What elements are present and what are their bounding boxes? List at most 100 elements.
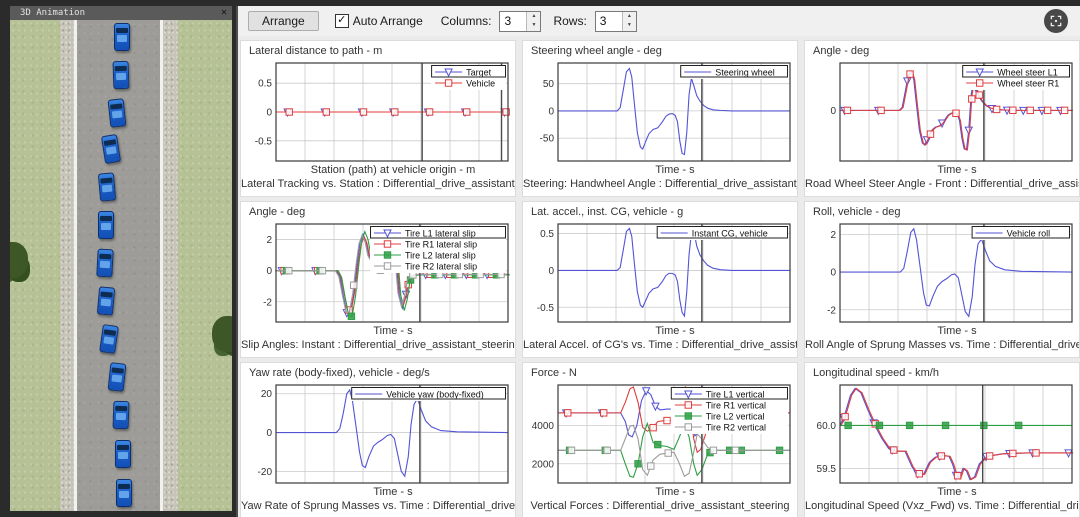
- plot-panel[interactable]: Longitudinal speed - km/h 60.0 59.5 Time …: [804, 362, 1080, 517]
- plot-grid: Lateral distance to path - m 0.5 0 -0.5 Tar…: [238, 36, 1080, 517]
- legend-label: Tire L1 lateral slip: [405, 228, 476, 238]
- square-marker: [941, 421, 950, 430]
- columns-stepper[interactable]: 3 ▲ ▼: [499, 10, 542, 32]
- plot-panel[interactable]: Yaw rate (body-fixed), vehicle - deg/s 2…: [240, 362, 516, 517]
- plots-window: Arrange ✓ Auto Arrange Columns: 3 ▲ ▼ Ro…: [236, 6, 1080, 517]
- plot-panel[interactable]: Lat. accel., inst. CG, vehicle - g 0.5 0 -…: [522, 201, 798, 358]
- legend-marker: [383, 240, 392, 248]
- square-marker: [926, 130, 935, 138]
- legend-selection-box: [971, 226, 1071, 239]
- checkbox-check-icon[interactable]: ✓: [334, 14, 349, 28]
- plot-border: [839, 62, 1073, 162]
- triangle-marker: [651, 402, 660, 412]
- plot-title: Roll, vehicle - deg: [813, 206, 901, 218]
- plot-xlabel: Time - s: [655, 164, 695, 176]
- plot-canvas: 60.0 59.5: [817, 384, 1074, 484]
- shoulder-left: [60, 20, 74, 511]
- triangle-marker: [902, 77, 912, 86]
- plot-xlabel: Time - s: [655, 325, 695, 337]
- legend-selection-box: [680, 65, 788, 78]
- square-marker: [567, 446, 576, 455]
- plot-caption: Steering: Handwheel Angle : Differential…: [523, 178, 797, 190]
- square-marker: [841, 412, 849, 421]
- legend-label: Tire R1 lateral slip: [405, 239, 477, 249]
- plot-panel[interactable]: Angle - deg 0 Wheel steer L1 Wheel steer R…: [804, 40, 1080, 197]
- vehicle-car: [112, 60, 130, 90]
- square-marker: [564, 409, 572, 417]
- columns-value[interactable]: 3: [504, 13, 512, 28]
- square-marker: [425, 108, 434, 116]
- ytick-label: 0: [266, 428, 272, 439]
- ytick-label: 0: [266, 266, 272, 277]
- vehicle-car: [115, 440, 131, 468]
- plot-title: Force - N: [531, 367, 577, 379]
- square-marker: [877, 106, 885, 115]
- plot-caption: Lateral Tracking vs. Station : Different…: [241, 178, 515, 190]
- plot-panel[interactable]: Angle - deg 2 0 -2 Tire L1 lateral slip Tire…: [240, 201, 516, 358]
- close-icon[interactable]: ✕: [220, 7, 227, 18]
- auto-arrange-checkbox[interactable]: ✓ Auto Arrange: [334, 14, 423, 28]
- arrange-button[interactable]: Arrange: [248, 11, 319, 31]
- square-marker: [318, 266, 327, 275]
- columns-spin-up-icon[interactable]: ▲: [527, 11, 541, 21]
- legend-selection-box: [431, 65, 507, 78]
- plot-title: Angle - deg: [813, 45, 870, 57]
- square-marker: [906, 70, 914, 78]
- square-marker: [985, 452, 994, 460]
- rows-spin-up-icon[interactable]: ▲: [622, 11, 636, 21]
- legend-label: Vehicle yaw (body-fixed): [386, 389, 484, 399]
- animation-titlebar[interactable]: 3D Animation ✕: [10, 6, 232, 20]
- series-line: [840, 227, 1073, 318]
- square-marker: [992, 105, 1001, 114]
- square-marker: [634, 460, 642, 468]
- legend-marker: [383, 229, 392, 239]
- legend-selection-box: [656, 226, 788, 239]
- plot-panel[interactable]: Roll, vehicle - deg 2 0 -2 Vehicle roll Tim…: [804, 201, 1080, 358]
- ytick-label: -20: [258, 467, 273, 478]
- legend-label: Instant CG, vehicle: [692, 228, 768, 238]
- tree: [212, 316, 232, 352]
- plot-xlabel: Time - s: [937, 325, 977, 337]
- plot-title: Longitudinal speed - km/h: [813, 367, 939, 379]
- plot-xlabel: Time - s: [373, 325, 413, 337]
- square-marker: [391, 108, 399, 116]
- plot-border: [557, 384, 791, 484]
- capture-button[interactable]: [1044, 9, 1068, 33]
- square-marker: [843, 106, 852, 115]
- ytick-label: -2: [263, 297, 272, 308]
- square-marker: [844, 421, 852, 430]
- plot-caption: Lateral Accel. of CG's vs. Time : Differ…: [523, 339, 797, 351]
- plots-toolbar: Arrange ✓ Auto Arrange Columns: 3 ▲ ▼ Ro…: [238, 6, 1080, 36]
- plot-caption: Yaw Rate of Sprung Masses vs. Time : Dif…: [241, 500, 515, 512]
- rows-spin-down-icon[interactable]: ▼: [622, 21, 636, 31]
- vehicle-car: [96, 248, 114, 278]
- plot-border: [839, 384, 1073, 484]
- square-marker: [1026, 106, 1034, 115]
- rows-stepper[interactable]: 3 ▲ ▼: [594, 10, 637, 32]
- square-marker: [731, 446, 740, 455]
- plot-border: [275, 223, 509, 323]
- series-line: [840, 387, 1074, 481]
- rows-value[interactable]: 3: [599, 13, 607, 28]
- ytick-label: 0: [830, 268, 836, 279]
- plot-panel[interactable]: Lateral distance to path - m 0.5 0 -0.5 Tar…: [240, 40, 516, 197]
- square-marker: [890, 446, 898, 454]
- square-marker: [350, 281, 358, 289]
- legend-marker: [684, 412, 693, 420]
- columns-spin-down-icon[interactable]: ▼: [527, 21, 541, 31]
- plot-panel[interactable]: Steering wheel angle - deg 50 0 -50 Steerin…: [522, 40, 798, 197]
- square-marker: [975, 91, 983, 99]
- plot-panel[interactable]: Force - N 4000 2000 Tire L1 vertical Tire R…: [522, 362, 798, 517]
- vehicle-car: [107, 362, 127, 392]
- legend-marker: [444, 68, 453, 78]
- plot-title: Angle - deg: [249, 206, 306, 218]
- square-marker: [709, 446, 718, 455]
- animation-window-title: 3D Animation: [20, 8, 86, 18]
- plot-title: Lateral distance to path - m: [249, 45, 383, 57]
- lane-line-left: [74, 20, 77, 511]
- square-marker: [937, 452, 946, 460]
- square-marker: [647, 462, 655, 470]
- square-marker: [1060, 106, 1069, 115]
